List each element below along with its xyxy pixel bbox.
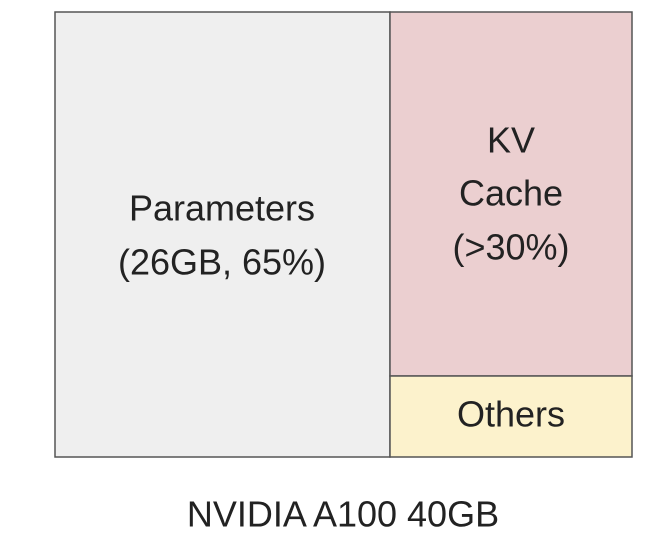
parameters-block bbox=[54, 11, 391, 458]
block-label: Others bbox=[457, 394, 565, 435]
block-label: KV bbox=[487, 120, 535, 161]
others-block bbox=[389, 375, 633, 458]
block-label: (>30%) bbox=[452, 227, 569, 268]
block-label: Cache bbox=[459, 173, 563, 214]
kv-cache-block bbox=[389, 11, 633, 377]
caption: NVIDIA A100 40GB bbox=[187, 494, 499, 535]
block-label: (26GB, 65%) bbox=[118, 242, 326, 283]
block-label: Parameters bbox=[129, 188, 315, 229]
